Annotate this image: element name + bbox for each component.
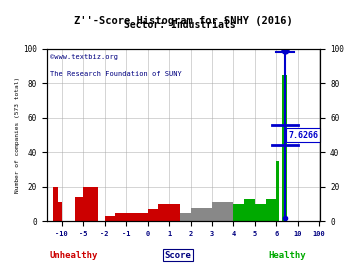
Text: ©www.textbiz.org: ©www.textbiz.org xyxy=(50,54,117,60)
Bar xyxy=(233,204,244,221)
Bar xyxy=(255,204,266,221)
Text: 7.6266: 7.6266 xyxy=(288,130,318,140)
Bar xyxy=(90,187,98,221)
Bar xyxy=(137,213,148,221)
Bar xyxy=(83,187,90,221)
Bar xyxy=(282,75,287,221)
Bar xyxy=(244,199,255,221)
Text: Healthy: Healthy xyxy=(269,251,306,260)
Bar xyxy=(116,213,126,221)
Bar xyxy=(126,213,137,221)
Bar xyxy=(148,209,158,221)
Bar xyxy=(180,213,190,221)
Bar xyxy=(212,202,223,221)
Title: Z''-Score Histogram for SNHY (2016): Z''-Score Histogram for SNHY (2016) xyxy=(74,16,293,26)
Text: Unhealthy: Unhealthy xyxy=(50,251,98,260)
Text: Sector: Industrials: Sector: Industrials xyxy=(124,20,236,30)
Bar xyxy=(169,204,180,221)
Bar xyxy=(276,161,279,221)
Y-axis label: Number of companies (573 total): Number of companies (573 total) xyxy=(15,77,21,193)
Bar xyxy=(201,208,212,221)
Bar xyxy=(58,202,62,221)
Bar xyxy=(75,197,79,221)
Bar xyxy=(105,216,116,221)
Bar xyxy=(190,208,201,221)
Text: Score: Score xyxy=(165,251,192,260)
Bar xyxy=(158,204,169,221)
Bar xyxy=(223,202,233,221)
Bar xyxy=(53,187,58,221)
Bar xyxy=(266,199,276,221)
Text: The Research Foundation of SUNY: The Research Foundation of SUNY xyxy=(50,71,181,77)
Bar xyxy=(79,197,83,221)
